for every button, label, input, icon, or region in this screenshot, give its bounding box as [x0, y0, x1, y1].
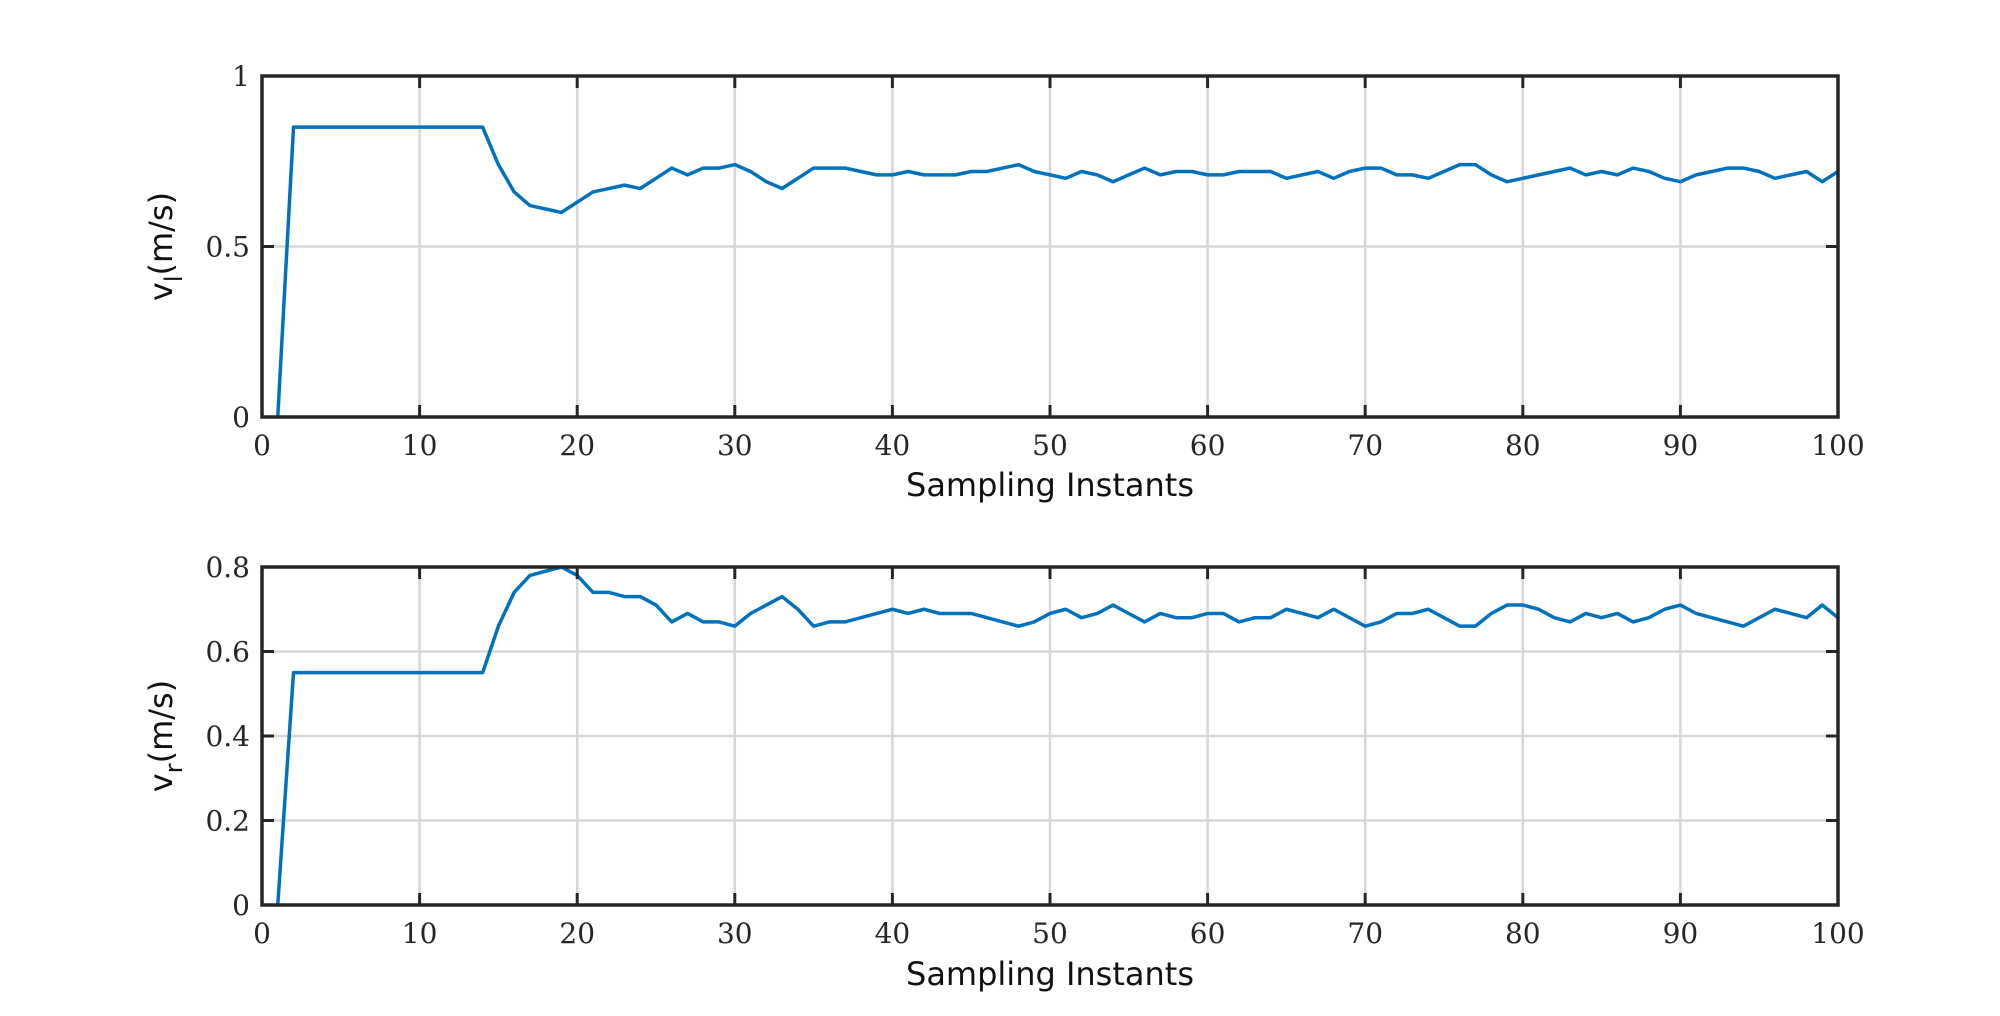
- top-x-tick-label-5: 50: [1032, 429, 1068, 462]
- top-y-axis-label-subscript: l: [160, 275, 188, 282]
- top-x-tick-label-10: 100: [1811, 429, 1864, 462]
- bottom-y-tick-label-0: 0: [232, 889, 250, 922]
- top-x-tick-label-6: 60: [1190, 429, 1226, 462]
- top-x-tick-label-4: 40: [875, 429, 911, 462]
- bottom-x-tick-label-8: 80: [1505, 917, 1541, 950]
- bottom-y-axis-label: vr(m/s): [142, 680, 188, 792]
- top-series-line: [276, 125, 1840, 419]
- top-y-tick-label-2: 1: [232, 60, 250, 93]
- bottom-x-tick-label-5: 50: [1032, 917, 1068, 950]
- top-y-axis-label: vl(m/s): [142, 192, 188, 301]
- bottom-x-tick-label-10: 100: [1811, 917, 1864, 950]
- top-x-tick-label-2: 20: [559, 429, 595, 462]
- top-subplot: 0 10 20 30 40 50 60 70 80 90 100 0 0.5 1 Sampling Inst…: [142, 60, 1865, 504]
- bottom-y-axis-label-subscript: r: [160, 763, 188, 773]
- top-y-tick-label-0: 0: [232, 401, 250, 434]
- bottom-y-axis-label-main: v: [142, 773, 180, 792]
- top-x-tick-label-7: 70: [1347, 429, 1383, 462]
- bottom-x-tick-label-1: 10: [402, 917, 438, 950]
- bottom-x-axis-label: Sampling Instants: [906, 955, 1194, 993]
- bottom-x-tick-label-7: 70: [1347, 917, 1383, 950]
- top-x-tick-label-1: 10: [402, 429, 438, 462]
- bottom-x-tick-label-6: 60: [1190, 917, 1226, 950]
- top-x-axis-label: Sampling Instants: [906, 466, 1194, 504]
- bottom-series-line: [276, 565, 1840, 907]
- bottom-subplot: 0 10 20 30 40 50 60 70 80 90 100 0 0.2 0.4 0.6 0.8 Sampl…: [142, 551, 1865, 993]
- top-y-tick-label-1: 0.5: [205, 231, 250, 264]
- top-x-tick-label-8: 80: [1505, 429, 1541, 462]
- bottom-x-tick-label-3: 30: [717, 917, 753, 950]
- top-x-tick-label-9: 90: [1663, 429, 1699, 462]
- bottom-y-tick-label-3: 0.6: [205, 636, 250, 669]
- top-x-tick-label-3: 30: [717, 429, 753, 462]
- top-x-tick-label-0: 0: [253, 429, 271, 462]
- bottom-x-tick-label-0: 0: [253, 917, 271, 950]
- top-y-axis-label-unit: (m/s): [142, 192, 180, 276]
- top-y-axis-label-main: v: [142, 282, 180, 301]
- bottom-y-tick-label-1: 0.2: [205, 805, 250, 838]
- bottom-x-tick-label-4: 40: [875, 917, 911, 950]
- bottom-x-tick-label-9: 90: [1663, 917, 1699, 950]
- bottom-y-axis-label-unit: (m/s): [142, 680, 180, 764]
- bottom-y-tick-label-4: 0.8: [205, 551, 250, 584]
- bottom-y-tick-label-2: 0.4: [205, 720, 250, 753]
- bottom-x-tick-label-2: 20: [559, 917, 595, 950]
